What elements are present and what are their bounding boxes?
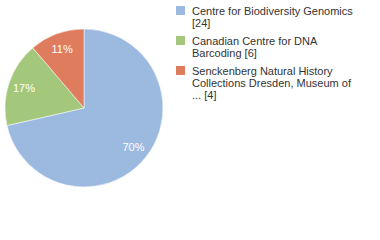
data-labels: 70% 17% 11% <box>13 43 145 154</box>
legend-swatch <box>176 36 185 45</box>
data-label: 17% <box>13 82 35 94</box>
slices <box>5 29 163 187</box>
legend-swatch <box>176 66 185 75</box>
legend-label: Canadian Centre for DNABarcoding [6] <box>192 35 318 59</box>
data-label: 70% <box>122 141 144 153</box>
legend: Centre for Biodiversity Genomics[24] Cana… <box>176 5 353 101</box>
legend-swatch <box>176 6 185 15</box>
legend-label: Senckenberg Natural HistoryCollections D… <box>192 65 352 101</box>
data-label: 11% <box>52 43 73 55</box>
pie-slice <box>33 29 84 108</box>
chart: 70% 17% 11% Centre for Biodiversity Genomic… <box>0 0 380 240</box>
legend-label: Centre for Biodiversity Genomics[24] <box>192 5 353 29</box>
